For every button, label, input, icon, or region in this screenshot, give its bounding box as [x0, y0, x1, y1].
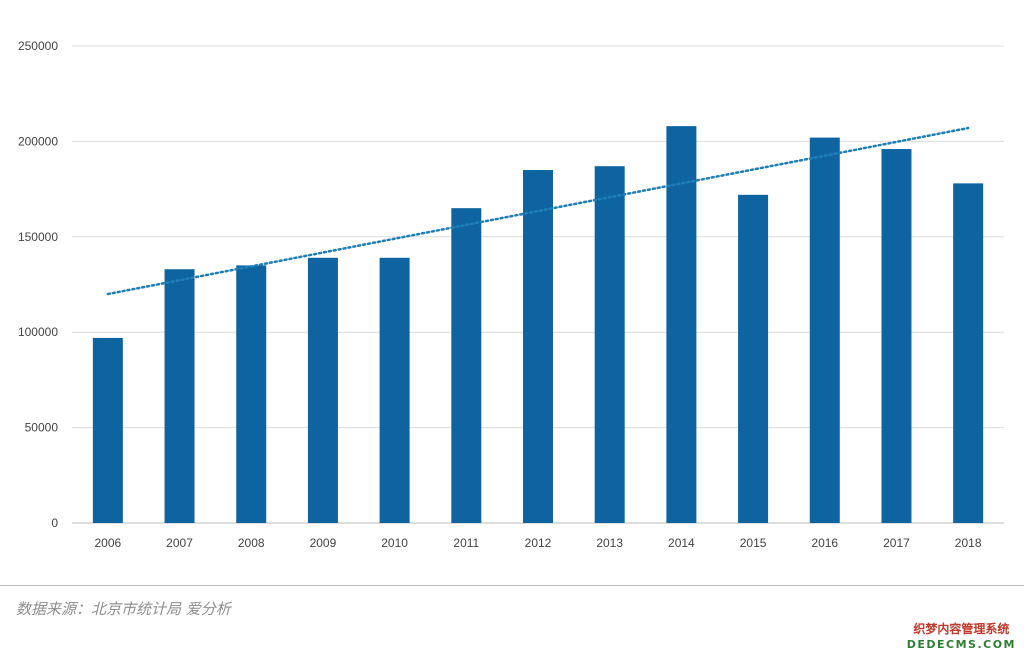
bar-2016	[809, 137, 840, 524]
watermark-cn: 织梦内容管理系统	[913, 622, 1010, 636]
bar-2008	[236, 265, 267, 523]
x-tick-label: 2007	[166, 536, 193, 550]
bar-2009	[307, 257, 338, 523]
bar-2012	[523, 170, 553, 523]
x-tick-label: 2010	[381, 536, 408, 550]
divider-line	[0, 585, 1024, 586]
x-tick-label: 2013	[596, 536, 623, 550]
y-tick-label: 200000	[18, 134, 58, 148]
y-tick-label: 250000	[18, 39, 58, 53]
x-tick-label: 2009	[310, 536, 337, 550]
bar-2010	[379, 257, 410, 523]
bar-2017	[881, 149, 912, 524]
x-tick-label: 2012	[525, 536, 552, 550]
trendline	[106, 126, 970, 296]
bars	[92, 126, 984, 524]
y-tick-label: 100000	[18, 325, 58, 339]
watermark: 织梦内容管理系统 DEDECMS.COM	[907, 622, 1016, 652]
trendline-group	[106, 126, 970, 296]
bar-2006	[92, 337, 123, 523]
source-note: 数据来源：北京市统计局 爱分析	[16, 600, 231, 618]
x-tick-label: 2008	[238, 536, 265, 550]
bar-2015	[738, 194, 769, 523]
bar-2007	[164, 269, 195, 523]
x-axis-ticks: 2006 2007 2008 2009 2010 2011 2012 2013 2014 2015…	[94, 536, 981, 550]
x-tick-label: 2015	[740, 536, 767, 550]
bar-2018	[953, 183, 984, 523]
watermark-en: DEDECMS.COM	[906, 638, 1016, 651]
y-axis-ticks: 0 50000 100000 150000 200000 250000	[18, 39, 58, 530]
bar-2013	[594, 166, 625, 524]
x-tick-label: 2011	[453, 536, 479, 550]
x-tick-label: 2016	[811, 536, 838, 550]
x-tick-label: 2017	[883, 536, 910, 550]
x-tick-label: 2018	[955, 536, 982, 550]
x-tick-label: 2006	[94, 536, 121, 550]
y-tick-label: 150000	[18, 230, 58, 244]
bar-2014	[666, 126, 697, 524]
y-tick-label: 0	[51, 516, 58, 530]
bar-2011	[451, 208, 482, 523]
x-tick-label: 2014	[668, 536, 695, 550]
y-tick-label: 50000	[25, 421, 59, 435]
